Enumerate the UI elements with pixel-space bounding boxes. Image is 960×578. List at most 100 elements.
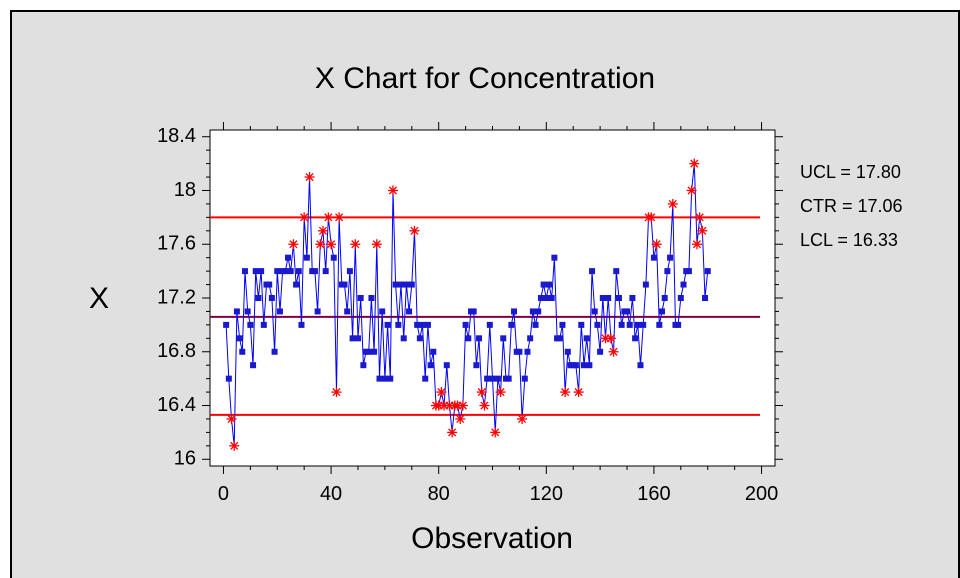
- data-point: [403, 281, 410, 288]
- data-point: [489, 375, 496, 382]
- data-point: [282, 268, 289, 275]
- data-point: [637, 362, 644, 369]
- data-point: [580, 362, 587, 369]
- data-point: [597, 348, 604, 355]
- y-tick-label: 18.4: [157, 125, 196, 147]
- data-point: [524, 348, 531, 355]
- data-point: [634, 321, 641, 328]
- y-tick-label: 16.8: [157, 340, 196, 362]
- y-tick-label: 18: [174, 179, 196, 201]
- data-point: [529, 308, 536, 315]
- flagged-point: [318, 225, 328, 236]
- data-point: [422, 375, 429, 382]
- data-point: [298, 321, 305, 328]
- data-point: [354, 335, 361, 342]
- data-point: [365, 348, 372, 355]
- data-point: [406, 308, 413, 315]
- data-point: [465, 335, 472, 342]
- flagged-point: [605, 333, 616, 344]
- data-point: [613, 268, 620, 275]
- data-point: [532, 321, 539, 328]
- data-point: [521, 375, 528, 382]
- data-point: [527, 335, 534, 342]
- data-point: [303, 254, 310, 261]
- flagged-point: [326, 239, 337, 250]
- flagged-point: [387, 185, 398, 196]
- data-point: [578, 321, 585, 328]
- ctr-label: CTR = 17.06: [800, 196, 903, 216]
- data-point: [381, 375, 388, 382]
- data-point: [656, 321, 663, 328]
- data-point: [443, 362, 450, 369]
- data-point: [537, 295, 544, 301]
- data-point: [379, 308, 386, 315]
- data-point: [341, 281, 348, 288]
- y-tick-label: 17.6: [157, 233, 196, 255]
- data-point: [430, 348, 437, 355]
- data-point: [629, 295, 636, 301]
- data-point: [258, 268, 265, 275]
- flagged-point: [371, 239, 382, 250]
- flagged-point: [299, 212, 310, 223]
- data-point: [650, 254, 657, 261]
- y-tick-label: 17.2: [157, 286, 196, 308]
- data-point: [675, 321, 682, 328]
- flagged-point: [573, 387, 584, 398]
- data-point: [640, 321, 647, 328]
- data-point: [414, 321, 421, 328]
- flagged-point: [689, 158, 700, 169]
- data-point: [287, 268, 294, 275]
- data-point: [384, 321, 391, 328]
- flagged-point: [304, 172, 315, 183]
- flagged-point: [495, 387, 506, 398]
- data-point: [395, 321, 402, 328]
- data-point: [564, 348, 571, 355]
- flagged-point: [479, 400, 490, 411]
- flagged-point: [457, 400, 468, 411]
- data-point: [285, 254, 292, 261]
- data-point: [260, 321, 267, 328]
- flagged-point: [476, 387, 487, 398]
- data-point: [462, 321, 469, 328]
- flagged-point: [490, 427, 501, 438]
- flagged-point: [686, 185, 697, 196]
- flagged-point: [323, 212, 334, 223]
- y-axis-title: X: [89, 282, 109, 315]
- data-point: [250, 362, 257, 369]
- data-point: [546, 281, 552, 288]
- data-point: [589, 268, 596, 275]
- flagged-point: [651, 239, 662, 250]
- data-point: [685, 268, 692, 275]
- data-point: [540, 281, 547, 288]
- data-point: [330, 254, 337, 261]
- data-point: [594, 321, 601, 328]
- data-point: [661, 295, 668, 301]
- x-tick-label: 200: [745, 483, 778, 505]
- data-point: [271, 348, 278, 355]
- data-point: [642, 281, 649, 288]
- data-point: [626, 321, 633, 328]
- flagged-point: [646, 212, 657, 223]
- data-point: [548, 295, 555, 301]
- data-point: [535, 308, 542, 315]
- data-point: [349, 335, 356, 342]
- x-axis: 0 40 80 120 160 200: [218, 122, 778, 505]
- chart-title: X Chart for Concentration: [315, 62, 655, 95]
- flagged-point: [694, 212, 705, 223]
- data-point: [586, 362, 593, 369]
- data-point: [392, 281, 399, 288]
- data-point: [274, 268, 281, 275]
- data-point: [624, 308, 631, 315]
- data-point: [516, 348, 523, 355]
- flagged-point: [608, 346, 619, 357]
- data-point: [247, 321, 254, 328]
- series-observations: [223, 158, 711, 451]
- data-point: [551, 254, 558, 261]
- data-point: [276, 308, 283, 315]
- data-point: [500, 335, 507, 342]
- data-point: [268, 295, 275, 301]
- data-point: [322, 268, 329, 275]
- flagged-point: [350, 239, 361, 250]
- data-point: [486, 321, 493, 328]
